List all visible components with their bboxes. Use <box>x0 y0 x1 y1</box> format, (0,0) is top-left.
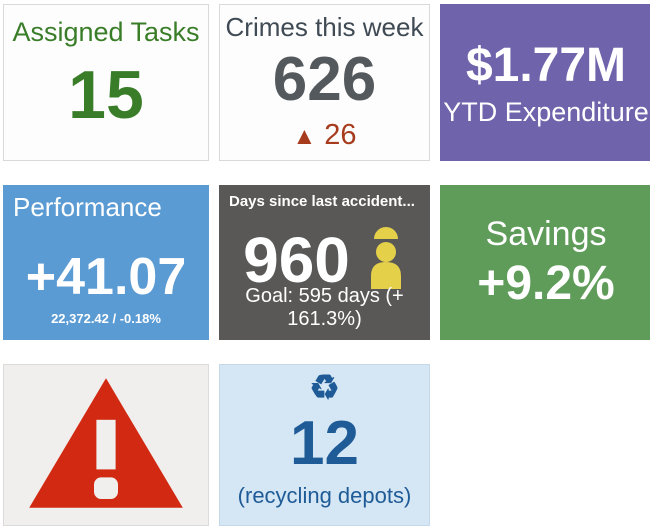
accident-goal: Goal: 595 days (+ 161.3%) <box>245 285 404 330</box>
accident-title: Days since last accident... <box>229 193 415 210</box>
crimes-delta-value: 26 <box>324 119 357 151</box>
accident-main-row: 960 <box>219 221 430 299</box>
recycle-icon: ♻ <box>309 369 340 407</box>
recycling-value: 12 <box>290 409 359 478</box>
assigned-tasks-value: 15 <box>68 57 144 133</box>
accident-value: 960 <box>243 224 350 296</box>
empty-cell <box>440 364 650 526</box>
savings-value: +9.2% <box>477 256 615 310</box>
tile-savings[interactable]: Savings +9.2% <box>440 185 650 340</box>
tile-alert[interactable] <box>3 364 209 526</box>
tile-crimes-this-week[interactable]: Crimes this week 626 ▲ 26 <box>219 4 430 161</box>
recycling-label: (recycling depots) <box>237 483 412 508</box>
tile-days-since-accident[interactable]: Days since last accident... 960 Goal: 59… <box>219 185 430 340</box>
tile-recycling-depots[interactable]: ♻ 12 (recycling depots) <box>219 364 430 526</box>
expenditure-value: $1.77M <box>465 38 627 92</box>
savings-title: Savings <box>485 214 607 253</box>
crimes-value: 626 <box>272 45 377 114</box>
expenditure-label: YTD Expenditure <box>443 96 649 127</box>
crimes-delta: ▲ 26 <box>220 119 429 152</box>
worker-icon <box>366 226 406 294</box>
assigned-tasks-title: Assigned Tasks <box>12 17 200 47</box>
triangle-up-icon: ▲ <box>292 123 317 150</box>
performance-title: Performance <box>13 192 162 222</box>
tile-performance[interactable]: Performance +41.07 22,372.42 / -0.18% <box>3 185 209 340</box>
performance-detail: 22,372.42 / -0.18% <box>51 311 161 326</box>
tile-ytd-expenditure[interactable]: $1.77M YTD Expenditure <box>440 4 650 161</box>
tile-assigned-tasks[interactable]: Assigned Tasks 15 <box>3 4 209 161</box>
performance-value: +41.07 <box>25 248 187 306</box>
crimes-title: Crimes this week <box>225 12 424 42</box>
warning-icon <box>26 375 186 516</box>
